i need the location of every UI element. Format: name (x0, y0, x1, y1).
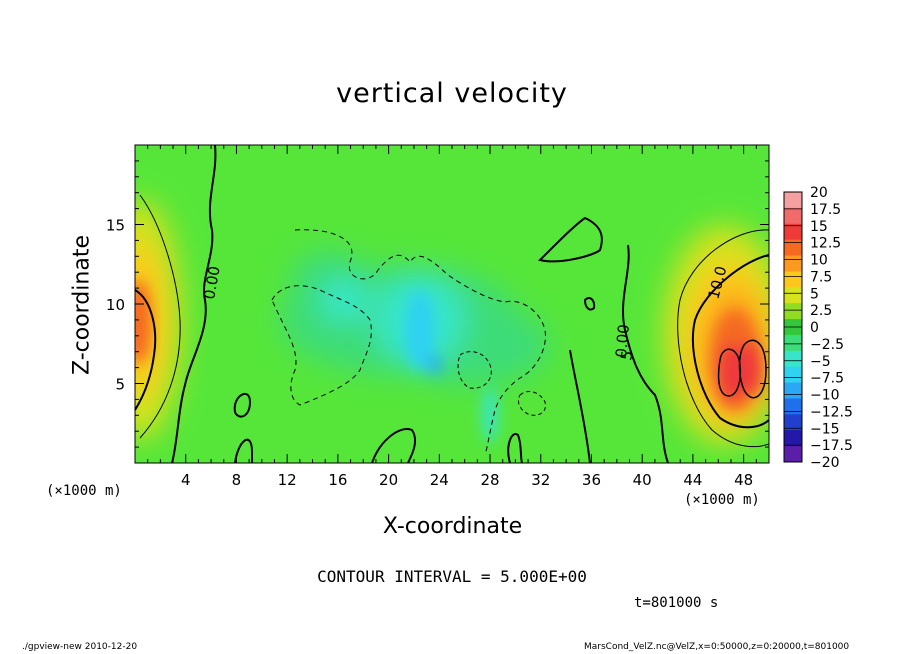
x-tick-label: 36 (582, 471, 601, 489)
x-tick-label: 12 (278, 471, 297, 489)
contour-neg-5b (271, 285, 372, 406)
contour-neg-5c (457, 351, 492, 389)
colorbar-swatch (784, 207, 802, 225)
x-tick-label: 44 (683, 471, 702, 489)
contour-zero-right-4 (622, 244, 669, 463)
contour-zero-blob-1 (233, 392, 252, 418)
contour-label-0: 0.00 (200, 265, 224, 301)
contour-right-15b (738, 339, 767, 399)
colorbar-swatch (784, 271, 802, 288)
colorbar-label: −20 (810, 455, 840, 471)
colorbar-swatch (784, 255, 802, 272)
y-axis: 5 10 15 (106, 160, 769, 448)
chart-title: vertical velocity (336, 78, 568, 109)
colorbar-swatch (784, 192, 802, 209)
colorbar: 2017.51512.5107.552.50−2.5−5−7.5−10−12.5… (783, 185, 853, 471)
contour-zero-blob-3 (371, 428, 417, 463)
x-tick-label: 32 (531, 471, 550, 489)
colorbar-label: −2.5 (810, 337, 844, 353)
x-tick-label: 20 (379, 471, 398, 489)
colorbar-swatch (784, 446, 802, 463)
colorbar-label: 20 (810, 185, 828, 201)
footer-left: ./gpview-new 2010-12-20 (22, 642, 138, 652)
y-tick-label: 5 (115, 376, 125, 394)
colorbar-label: −17.5 (810, 438, 853, 454)
contour-zero-right-3 (569, 349, 591, 463)
colorbar-label: 10 (810, 253, 828, 269)
colorbar-label: 15 (810, 219, 828, 235)
contour-zero-right-1 (538, 216, 603, 263)
contour-neg-5 (294, 229, 546, 456)
x-tick-label: 40 (633, 471, 652, 489)
colorbar-label: 5 (810, 286, 819, 302)
colorbar-swatch (784, 334, 802, 352)
contour-zero-right-2 (583, 297, 596, 311)
contour-neg-5d (517, 391, 547, 416)
x-tick-label: 48 (734, 471, 753, 489)
colorbar-label: 2.5 (810, 303, 832, 319)
colorbar-label: −12.5 (810, 404, 853, 420)
x-tick-label: 8 (232, 471, 242, 489)
contour-left-5 (139, 194, 181, 439)
x-unit-label-left: (×1000 m) (46, 483, 122, 499)
x-axis: 4 8 12 16 20 24 28 32 36 40 44 48 (147, 145, 757, 489)
colorbar-swatch (784, 223, 802, 241)
time-label: t=801000 s (634, 595, 719, 611)
colorbar-swatch (784, 350, 802, 368)
x-tick-label: 28 (480, 471, 499, 489)
colorbar-swatch (784, 430, 802, 447)
contour-zero-left (171, 145, 217, 463)
colorbar-label: −15 (810, 421, 840, 437)
contour-right-10 (692, 254, 769, 429)
colorbar-label: 7.5 (810, 269, 832, 285)
colorbar-label: −5 (810, 354, 831, 370)
x-tick-label: 24 (430, 471, 449, 489)
y-tick-label: 10 (106, 296, 125, 314)
contour-interval-label: CONTOUR INTERVAL = 5.000E+00 (317, 567, 587, 586)
contour-right-15a (717, 348, 742, 397)
contour-lines (135, 145, 769, 463)
colorbar-swatch (784, 239, 802, 257)
colorbar-label: 0 (810, 320, 819, 336)
x-tick-label: 16 (328, 471, 347, 489)
x-axis-label: X-coordinate (382, 514, 523, 539)
x-tick-label: 4 (181, 471, 191, 489)
colorbar-label: −10 (810, 388, 840, 404)
colorbar-swatch (784, 398, 802, 415)
colorbar-label: −7.5 (810, 371, 844, 387)
contour-label-1: 0.00 (612, 324, 633, 359)
footer-right: MarsCond_VelZ.nc@VelZ,x=0:50000,z=0:2000… (584, 642, 850, 652)
colorbar-swatch (784, 287, 802, 304)
colorbar-swatch (784, 382, 802, 399)
contour-right-5 (677, 229, 769, 448)
x-unit-label-right: (×1000 m) (684, 492, 760, 508)
contour-left-10 (135, 289, 157, 411)
colorbar-swatch (784, 366, 802, 384)
y-tick-label: 15 (106, 217, 125, 235)
colorbar-swatch (784, 303, 802, 320)
colorbar-label: 12.5 (810, 236, 841, 252)
colorbar-swatch (784, 414, 802, 431)
contour-zero-blob-4 (507, 433, 523, 463)
colorbar-label: 17.5 (810, 202, 841, 218)
contour-label-3: 5 (617, 349, 636, 362)
velocity-field (135, 145, 769, 463)
